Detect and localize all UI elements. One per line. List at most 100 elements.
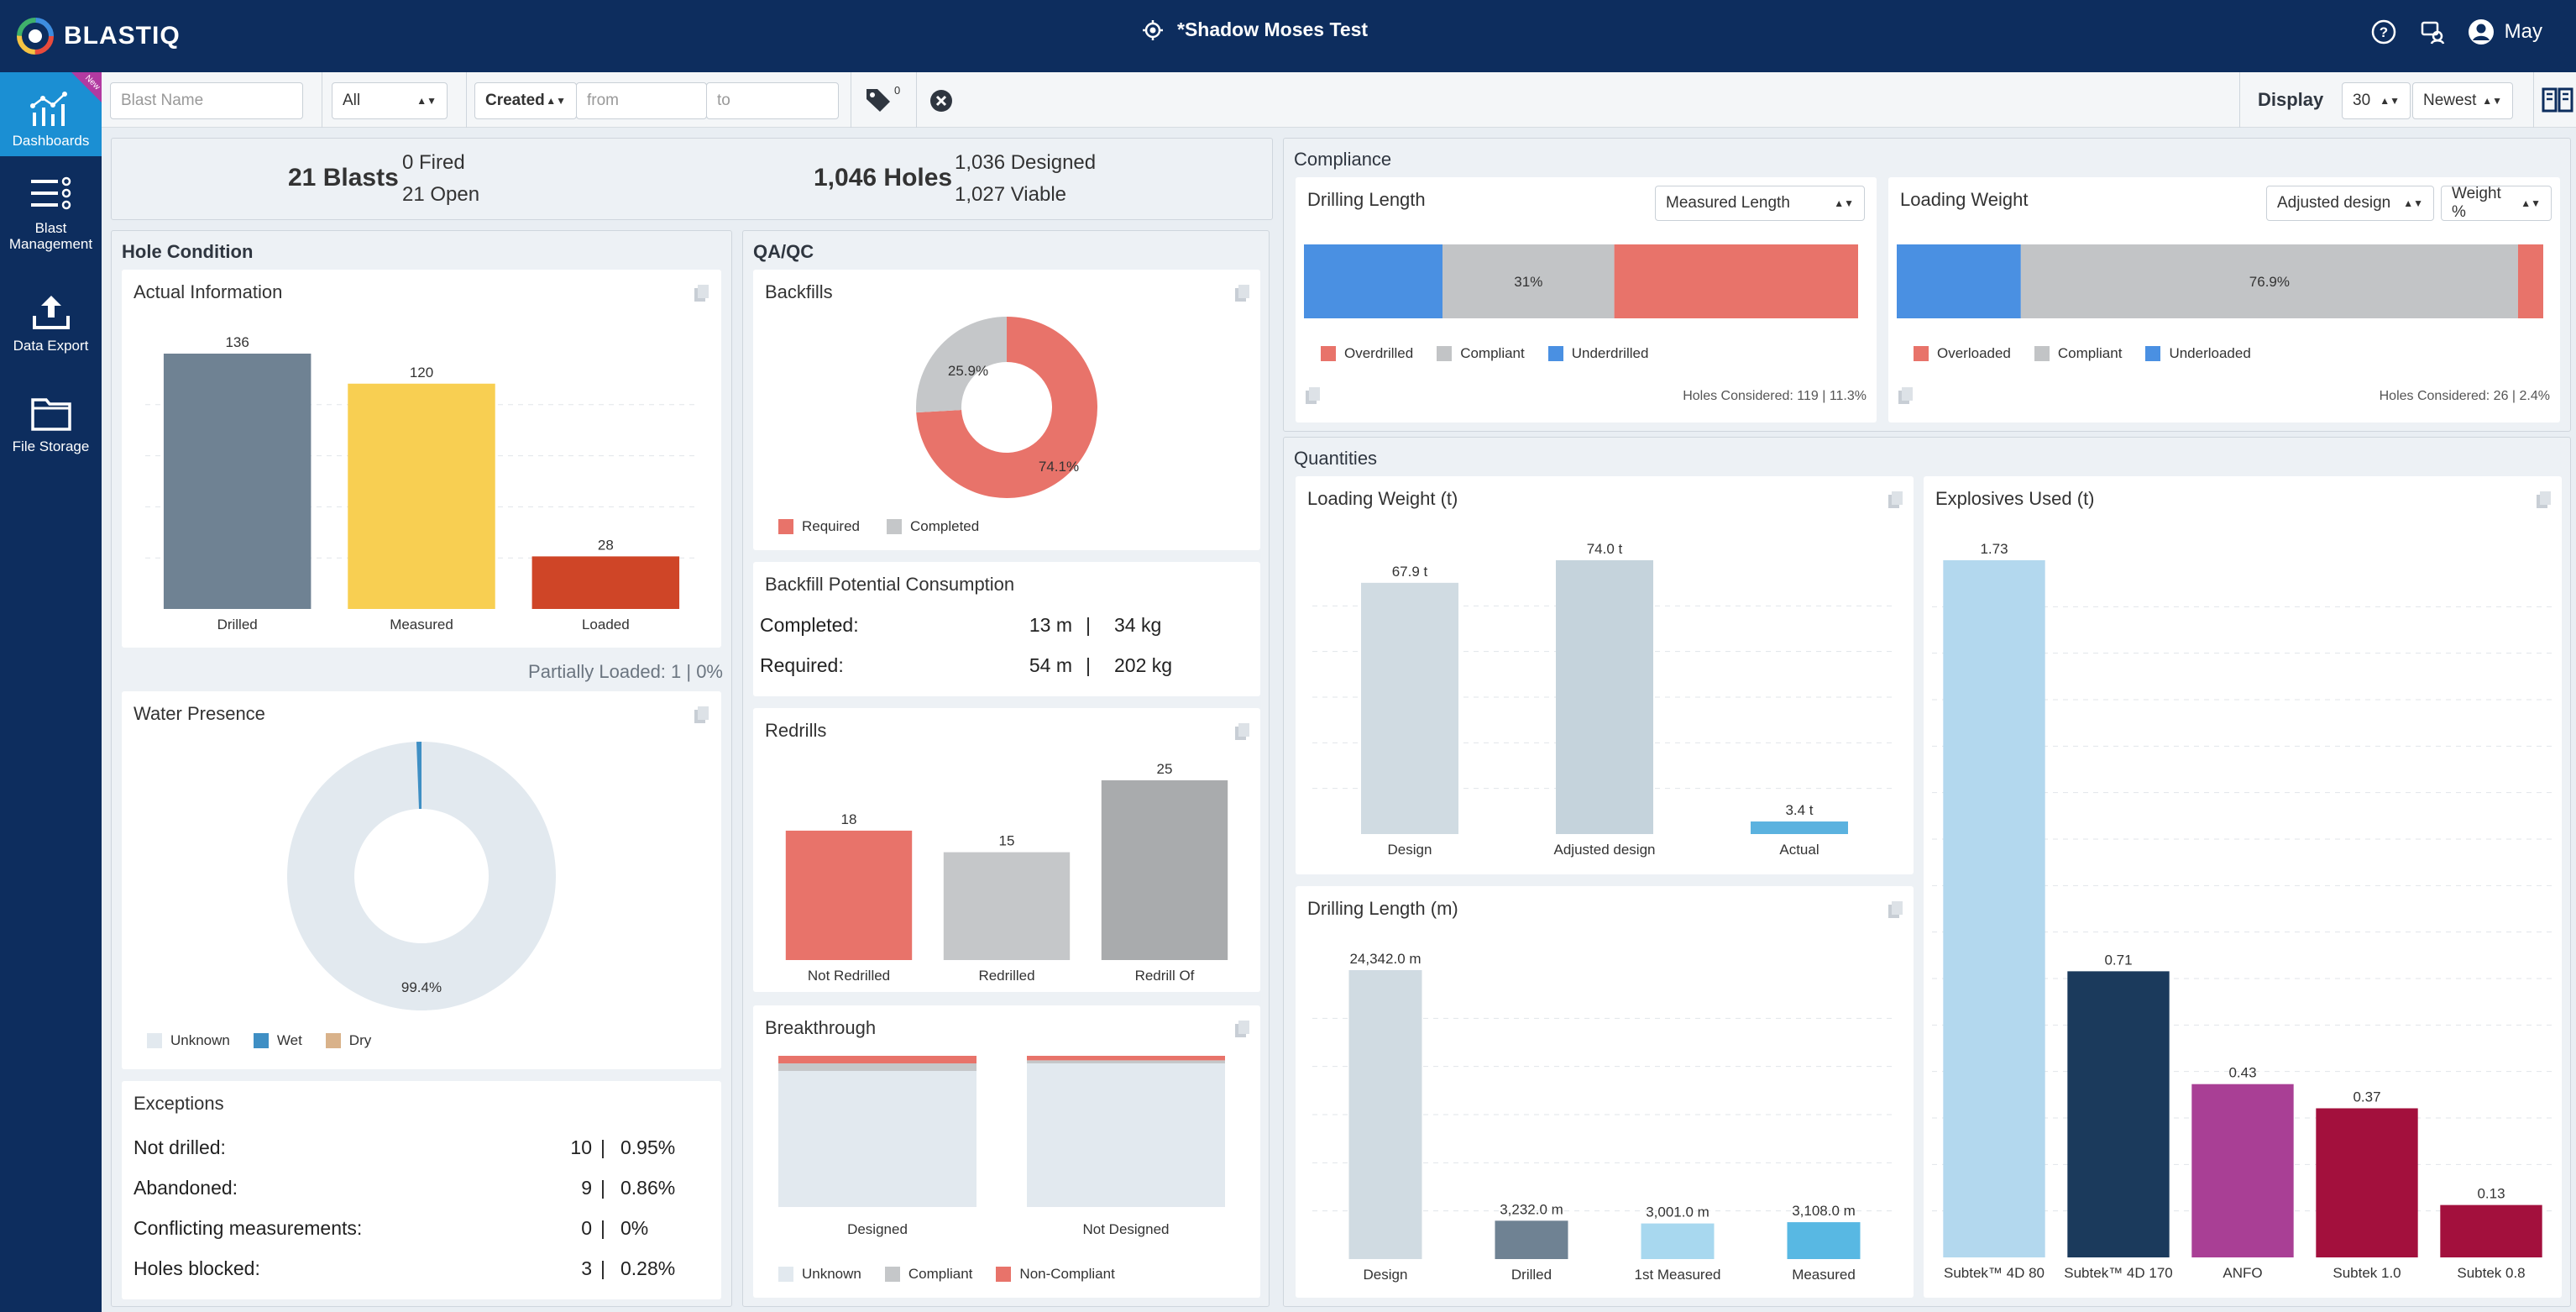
- date-from-input[interactable]: from: [576, 82, 707, 119]
- project-selector[interactable]: *Shadow Moses Test: [1142, 18, 1368, 41]
- card-title: Redrills: [765, 720, 827, 741]
- bar[interactable]: [1787, 1222, 1861, 1259]
- panel-title: QA/QC: [753, 241, 814, 262]
- segment[interactable]: [1614, 244, 1858, 318]
- date-field-select[interactable]: Created ▲▼: [474, 82, 577, 119]
- separator: |: [600, 1217, 605, 1239]
- water-presence-card: Water Presence 99.4% Unknown Wet Dry: [122, 691, 721, 1069]
- blast-name-input[interactable]: Blast Name: [110, 82, 303, 119]
- exception-pct: 0.86%: [620, 1177, 676, 1199]
- data-label: 0.13: [2477, 1186, 2505, 1202]
- bar-segment[interactable]: [778, 1056, 976, 1063]
- bar[interactable]: [348, 383, 495, 609]
- copy-icon[interactable]: [1233, 283, 1252, 303]
- bar[interactable]: [1361, 582, 1458, 834]
- help-icon[interactable]: ?: [2370, 18, 2397, 45]
- bar-segment[interactable]: [778, 1071, 976, 1207]
- bar[interactable]: [2067, 971, 2170, 1257]
- designed-count: 1,036 Designed: [955, 151, 1097, 174]
- copy-icon[interactable]: [693, 283, 711, 303]
- card-title: Backfills: [765, 281, 833, 302]
- clear-filters-icon[interactable]: [929, 89, 953, 113]
- bar[interactable]: [531, 556, 680, 609]
- copy-icon[interactable]: [1233, 722, 1252, 742]
- status-select[interactable]: All ▲▼: [332, 82, 448, 119]
- sidebar-item-blast-management[interactable]: Blast Management: [0, 175, 102, 259]
- bar-segment[interactable]: [1027, 1060, 1225, 1063]
- backfills-legend: Required Completed: [778, 518, 979, 535]
- bar[interactable]: [163, 354, 312, 609]
- bar[interactable]: [1641, 1223, 1715, 1259]
- bar[interactable]: [1101, 780, 1228, 960]
- support-icon[interactable]: [2419, 18, 2446, 45]
- dashboard-chart-icon: [29, 92, 67, 126]
- length-type-select[interactable]: Measured Length ▲▼: [1655, 186, 1865, 221]
- data-label: 1.73: [1980, 541, 2008, 557]
- segment[interactable]: [1897, 244, 2021, 318]
- copy-icon[interactable]: [1304, 386, 1322, 406]
- bar-segment[interactable]: [1027, 1056, 1225, 1061]
- exception-pct: 0.28%: [620, 1257, 676, 1279]
- tick-label: Design: [1388, 842, 1432, 858]
- copy-icon[interactable]: [1887, 900, 1905, 920]
- bar[interactable]: [2316, 1108, 2418, 1257]
- sidebar-item-data-export[interactable]: Data Export: [0, 292, 102, 359]
- bar[interactable]: [1556, 560, 1653, 834]
- segment[interactable]: [2517, 244, 2543, 318]
- copy-icon[interactable]: [1233, 1019, 1252, 1039]
- bar[interactable]: [1348, 970, 1422, 1259]
- bar[interactable]: [785, 830, 913, 960]
- book-icon[interactable]: [2542, 86, 2573, 114]
- bar[interactable]: [2440, 1204, 2542, 1257]
- card-title: Loading Weight: [1900, 189, 2029, 210]
- segment-label: 31%: [1514, 274, 1542, 290]
- exceptions-card: Exceptions Not drilled: 10 | 0.95% Abandoned…: [122, 1081, 721, 1299]
- data-label: 3,001.0 m: [1646, 1204, 1709, 1220]
- bar[interactable]: [1495, 1220, 1568, 1259]
- sidebar-item-file-storage[interactable]: File Storage: [0, 393, 102, 460]
- weight-unit-select[interactable]: Weight % ▲▼: [2441, 185, 2552, 221]
- design-type-select[interactable]: Adjusted design ▲▼: [2266, 186, 2434, 221]
- bar[interactable]: [943, 852, 1071, 960]
- pie-slice[interactable]: [916, 317, 1097, 498]
- consumption-label: Required:: [760, 654, 844, 676]
- segment[interactable]: [1442, 244, 1615, 318]
- tick-label: Drilled: [217, 617, 258, 632]
- upload-icon: [32, 296, 70, 329]
- pie-slice[interactable]: [416, 742, 421, 810]
- copy-icon[interactable]: [2535, 490, 2553, 510]
- redrills-chart: 18 Not Redrilled 15 Redrilled 25 Redrill Of: [785, 761, 1228, 984]
- tick-label: Actual: [1779, 842, 1819, 858]
- bar[interactable]: [1943, 560, 2045, 1257]
- quantities-panel: Quantities Loading Weight (t) 67.9 t Desi…: [1283, 437, 2571, 1307]
- tick-label: Not Designed: [1082, 1221, 1169, 1237]
- select-arrows-icon: ▲▼: [2482, 95, 2502, 107]
- sidebar-item-dashboards[interactable]: New Dashboards: [0, 72, 102, 156]
- date-to-input[interactable]: to: [706, 82, 839, 119]
- segment-label: 76.9%: [2249, 274, 2290, 290]
- bar-segment[interactable]: [778, 1063, 976, 1071]
- backfills-chart: 74.1% 25.9%: [916, 317, 1097, 498]
- panel-title: Quantities: [1294, 448, 1378, 469]
- tag-filter-button[interactable]: 0: [864, 84, 900, 114]
- explosives-used-card: Explosives Used (t) 1.73 Subtek™ 4D 80 0.7…: [1924, 476, 2562, 1298]
- pie-slice[interactable]: [916, 317, 1007, 413]
- bar[interactable]: [2191, 1084, 2294, 1257]
- segment[interactable]: [1304, 244, 1442, 318]
- copy-icon[interactable]: [1887, 490, 1905, 510]
- user-menu[interactable]: May: [2468, 18, 2542, 45]
- copy-icon[interactable]: [1897, 386, 1915, 406]
- copy-icon[interactable]: [693, 705, 711, 725]
- sort-select[interactable]: Newest ▲▼: [2412, 82, 2513, 119]
- app-logo[interactable]: BLASTIQ: [15, 15, 181, 57]
- separator: |: [600, 1177, 605, 1199]
- segment[interactable]: [2020, 244, 2518, 318]
- pie-slice[interactable]: [287, 742, 557, 1010]
- tick-label: ANFO: [2223, 1265, 2262, 1281]
- data-label: 24,342.0 m: [1349, 951, 1421, 967]
- bar[interactable]: [1751, 821, 1848, 834]
- partially-loaded-note: Partially Loaded: 1 | 0%: [528, 661, 723, 682]
- filter-bar: Blast Name All ▲▼ Created ▲▼ from to 0 Dis…: [102, 72, 2576, 128]
- display-count-select[interactable]: 30 ▲▼: [2342, 82, 2411, 119]
- bar-segment[interactable]: [1027, 1063, 1225, 1207]
